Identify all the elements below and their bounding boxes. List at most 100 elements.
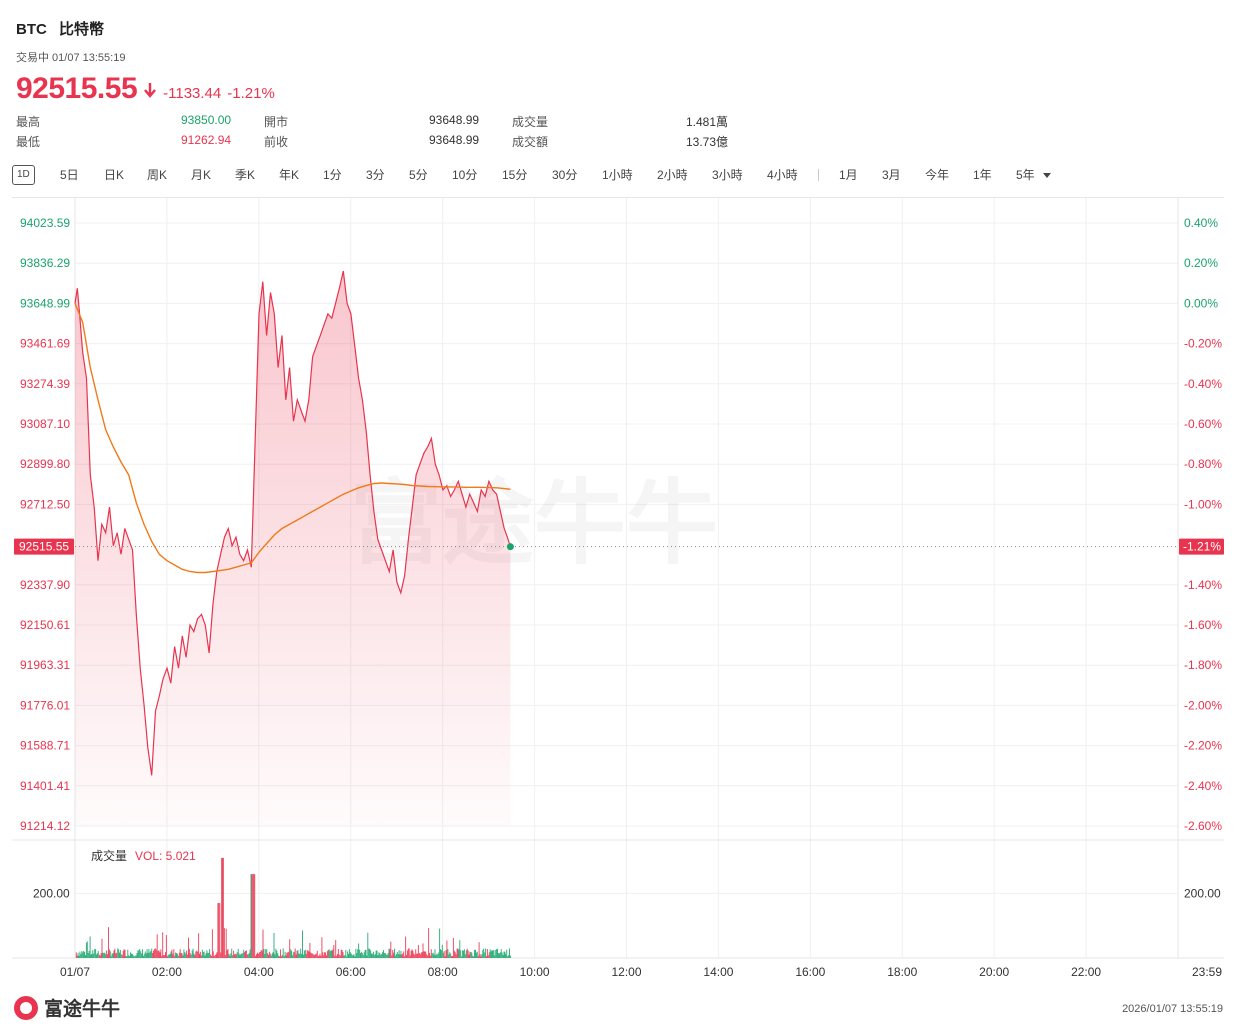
tab-1m[interactable]: 1月 [839, 168, 858, 182]
tab-5min[interactable]: 5分 [409, 168, 428, 182]
volume-bar [503, 951, 505, 958]
y-axis-pct-label: -1.00% [1184, 497, 1222, 511]
volume-bar [319, 953, 321, 958]
volume-bar [351, 955, 353, 958]
volume-bar [218, 903, 220, 958]
volume-bar [79, 951, 81, 958]
volume-bar [320, 955, 322, 958]
volume-bar [92, 950, 94, 958]
tab-1min[interactable]: 1分 [323, 168, 342, 182]
volume-bar [386, 955, 388, 958]
volume-bar [285, 955, 287, 958]
tab-1d[interactable]: 1D [12, 165, 35, 185]
volume-bar [282, 948, 284, 958]
volume-bar [198, 933, 200, 958]
volume-bar [436, 953, 438, 958]
tab-5y-dropdown[interactable]: 5年 [1016, 164, 1051, 186]
volume-bar [418, 953, 420, 958]
volume-bar [301, 953, 303, 958]
volume-bar [211, 956, 212, 958]
price-chart[interactable]: 94023.59 0.40% 93836.29 0.20% 93648.99 0.00% 9… [0, 198, 1239, 988]
volume-bar [360, 951, 362, 958]
volume-bar [305, 954, 307, 958]
volume-bar [427, 955, 429, 958]
y-axis-tick-label: 93274.39 [20, 377, 70, 391]
tab-10min[interactable]: 10分 [452, 168, 478, 182]
volume-bar [129, 956, 131, 958]
y-axis-pct-label: -0.80% [1184, 457, 1222, 471]
tab-1y[interactable]: 1年 [973, 168, 992, 182]
volume-bar [304, 949, 306, 958]
volume-bar [98, 954, 100, 958]
volume-bar [224, 955, 226, 958]
volume-bar [267, 953, 269, 958]
volume-bar [492, 950, 494, 958]
tab-15min[interactable]: 15分 [502, 168, 528, 182]
volume-bar [270, 955, 272, 958]
volume-bar [102, 952, 104, 958]
tab-quarter-k[interactable]: 季K [235, 168, 256, 182]
volume-bar [194, 955, 196, 958]
tab-year-k[interactable]: 年K [279, 168, 300, 182]
volume-axis-label-right: 200.00 [1184, 886, 1221, 900]
volume-bar [202, 952, 204, 958]
volume-bar [203, 951, 205, 958]
volume-bar [225, 928, 227, 958]
x-axis-tick-label: 01/07 [60, 965, 90, 979]
volume-bar [336, 955, 338, 958]
average-price-line [74, 303, 511, 574]
volume-bar [337, 949, 339, 958]
volume-bar [417, 953, 418, 958]
tab-ytd[interactable]: 今年 [925, 168, 950, 182]
tab-5d[interactable]: 5日 [60, 168, 79, 182]
volume-bar [490, 951, 492, 958]
volume-bar [504, 951, 506, 958]
volume-bar [146, 949, 148, 958]
volume-bar [239, 955, 241, 958]
volume-bar [140, 951, 142, 958]
volume-bar [477, 955, 479, 958]
volume-bar [265, 949, 267, 958]
tab-month-k[interactable]: 月K [191, 168, 212, 182]
volume-bar [266, 949, 268, 958]
volume-bar [87, 953, 89, 958]
volume-bar [382, 952, 384, 958]
tab-2h[interactable]: 2小時 [657, 168, 688, 182]
volume-bar [327, 950, 329, 958]
volume-bar [104, 952, 106, 958]
volume-bar [113, 950, 115, 958]
tab-3min[interactable]: 3分 [366, 168, 385, 182]
volume-bar [347, 951, 349, 958]
tab-3m[interactable]: 3月 [882, 168, 901, 182]
volume-bar [144, 951, 146, 958]
volume-bar [367, 932, 369, 958]
volume-bar [321, 937, 323, 958]
volume-bar [214, 955, 216, 958]
volume-bar [76, 955, 78, 958]
volume-bar [245, 950, 247, 958]
volume-bar [167, 954, 169, 958]
volume-bar [431, 953, 433, 958]
tab-week-k[interactable]: 周K [147, 168, 168, 182]
tab-3h[interactable]: 3小時 [712, 168, 743, 182]
volume-bar [93, 953, 95, 958]
volume-bar [153, 949, 155, 958]
tab-4h[interactable]: 4小時 [767, 168, 798, 182]
tab-30min[interactable]: 30分 [552, 168, 578, 182]
volume-bar [299, 953, 301, 958]
volume-bar [482, 949, 484, 958]
volume-bar [260, 950, 262, 958]
tab-1h[interactable]: 1小時 [602, 168, 633, 182]
volume-bar [185, 953, 187, 958]
volume-bar [231, 948, 233, 958]
last-price-dot [506, 543, 514, 551]
volume-bar [149, 952, 151, 958]
volume-bar [496, 949, 498, 958]
volume-bar [117, 948, 119, 958]
x-axis-tick-label: 10:00 [520, 965, 550, 979]
tab-day-k[interactable]: 日K [104, 168, 125, 182]
volume-bar [308, 951, 310, 958]
volume-bar [242, 953, 244, 958]
volume-bar [450, 953, 452, 958]
volume-bar [402, 953, 404, 958]
